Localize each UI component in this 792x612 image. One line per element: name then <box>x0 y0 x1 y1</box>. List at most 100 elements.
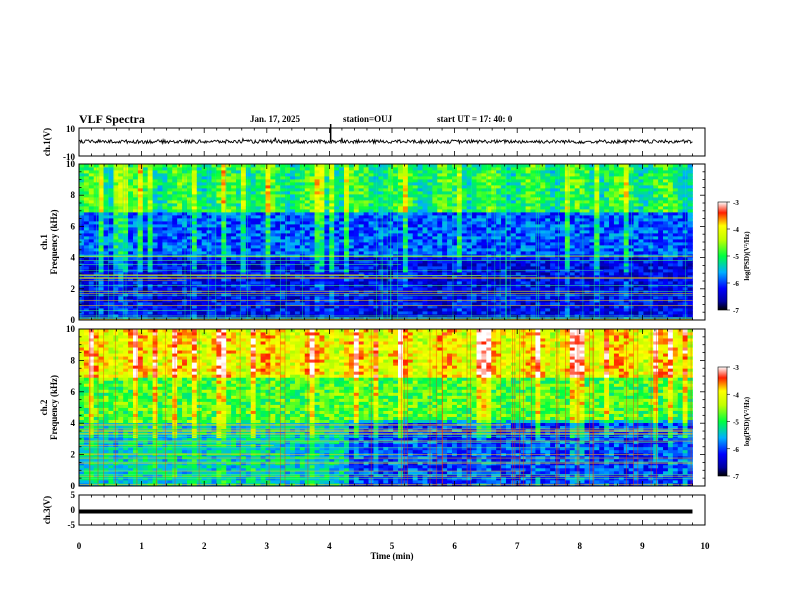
ch1-psd-cell <box>196 293 203 297</box>
ch1-psd-cell <box>447 239 453 243</box>
ch1-psd-cell <box>280 200 286 204</box>
ch1-psd-cell <box>501 194 507 198</box>
ch1-psd-cell <box>353 257 360 261</box>
ch1-psd-cell <box>456 179 463 183</box>
ch1-psd-cell <box>432 248 438 252</box>
ch1-psd-cell <box>98 230 104 234</box>
ch1-psd-cell <box>162 275 168 279</box>
ch1-psd-cell <box>481 290 487 294</box>
ch1-psd-cell <box>201 203 208 207</box>
ch1-psd-cell <box>103 188 109 192</box>
ch1-psd-cell <box>334 257 340 261</box>
ch1-psd-cell <box>79 251 85 255</box>
ch1-psd-cell <box>393 236 399 240</box>
ch1-psd-cell <box>250 227 257 231</box>
ch1-psd-cell <box>491 206 497 210</box>
ch1-psd-cell <box>545 179 551 183</box>
ch1-psd-cell <box>383 173 389 177</box>
ch1-psd-cell <box>363 230 369 234</box>
ch1-psd-cell <box>334 173 340 177</box>
ch1-psd-cell <box>98 245 104 249</box>
ch1-psd-cell <box>152 230 158 234</box>
ch1-psd-cell <box>486 257 492 261</box>
ch1-psd-cell <box>525 275 531 279</box>
ch1-psd-cell <box>260 182 266 186</box>
ch1-psd-cell <box>358 239 365 243</box>
ch1-psd-cell <box>132 308 139 312</box>
ch1-psd-cell <box>358 275 365 279</box>
ch1-psd-cell <box>437 245 443 249</box>
ch1-psd-cell <box>304 305 311 309</box>
ch1-psd-cell <box>363 296 369 300</box>
ch1-psd-cell <box>83 185 90 189</box>
ch1-psd-cell <box>191 242 198 246</box>
ch1-psd-cell <box>412 215 419 219</box>
ch1-psd-cell <box>240 182 247 186</box>
ch1-psd-cell <box>103 239 109 243</box>
ch1-psd-cell <box>250 236 257 240</box>
ch1-psd-cell <box>525 272 531 276</box>
ch1-psd-cell <box>290 296 296 300</box>
ch1-psd-cell <box>363 278 369 282</box>
ch1-psd-cell <box>407 272 414 276</box>
ch1-psd-cell <box>231 185 237 189</box>
ch1-psd-cell <box>113 236 119 240</box>
ch1-psd-cell <box>456 311 463 315</box>
ch1-psd-cell <box>481 251 487 255</box>
ch1-psd-cell <box>280 287 286 291</box>
ch1-psd-cell <box>132 299 139 303</box>
ch1-psd-cell <box>402 203 409 207</box>
ch1-psd-cell <box>240 179 247 183</box>
ch1-psd-cell <box>476 272 482 276</box>
ch1-psd-cell <box>334 182 340 186</box>
ch1-psd-cell <box>329 227 335 231</box>
ch1-psd-cell <box>314 296 320 300</box>
ch1-psd-cell <box>432 263 438 267</box>
ch1-psd-cell <box>103 233 109 237</box>
ch1-psd-cell <box>147 185 154 189</box>
ch1-psd-cell <box>442 185 448 189</box>
ch1-psd-cell <box>319 290 325 294</box>
ch1-psd-cell <box>309 278 315 282</box>
ch1-psd-cell <box>294 293 301 297</box>
ch1-psd-cell <box>334 308 340 312</box>
ch1-psd-cell <box>226 200 232 204</box>
ch1-psd-cell <box>177 170 183 174</box>
ch1-psd-cell <box>186 167 193 171</box>
ch1-psd-cell <box>128 170 134 174</box>
ch1-psd-cell <box>535 278 541 282</box>
ch1-psd-cell <box>245 215 252 219</box>
ch1-psd-cell <box>275 317 281 321</box>
ch1-psd-cell <box>398 194 404 198</box>
ch1-psd-cell <box>79 209 85 213</box>
ch1-psd-cell <box>147 266 154 270</box>
ch1-psd-cell <box>456 287 463 291</box>
ch1-psd-cell <box>118 236 124 240</box>
ch1-psd-cell <box>216 248 222 252</box>
ch1-psd-cell <box>515 179 522 183</box>
ch1-psd-cell <box>412 245 419 249</box>
ch1-psd-cell <box>530 263 536 267</box>
ch1-psd-cell <box>113 287 119 291</box>
ch1-psd-cell <box>471 200 477 204</box>
ch1-psd-cell <box>540 215 546 219</box>
ch1-psd-cell <box>285 179 291 183</box>
ch1-psd-cell <box>309 293 315 297</box>
ch1-psd-cell <box>137 203 144 207</box>
ch1-psd-cell <box>196 245 203 249</box>
ch1-psd-cell <box>422 311 428 315</box>
ch1-psd-cell <box>520 290 527 294</box>
ch1-psd-cell <box>245 317 252 321</box>
ch1-psd-cell <box>285 272 291 276</box>
ch1-psd-cell <box>456 230 463 234</box>
ch1-psd-cell <box>481 245 487 249</box>
ch1-psd-cell <box>103 290 109 294</box>
ch1-psd-cell <box>344 185 350 189</box>
ch1-psd-cell <box>427 191 433 195</box>
ch1-psd-cell <box>407 251 414 255</box>
ch1-psd-cell <box>265 197 271 201</box>
ch1-psd-cell <box>471 239 477 243</box>
ch1-psd-cell <box>186 203 193 207</box>
ch1-psd-cell <box>177 224 183 228</box>
ch1-psd-cell <box>255 173 261 177</box>
